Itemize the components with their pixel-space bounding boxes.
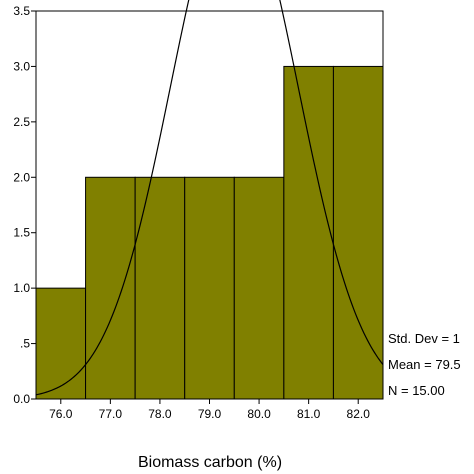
histogram-bar bbox=[35, 287, 87, 400]
histogram-bar bbox=[233, 176, 285, 400]
x-axis-title: Biomass carbon (%) bbox=[138, 454, 282, 471]
y-tick-label: 2.0 bbox=[13, 170, 30, 184]
histogram-bar bbox=[85, 176, 136, 400]
x-tick-label: 81.0 bbox=[297, 407, 321, 421]
x-tick-label: 80.0 bbox=[247, 407, 271, 421]
x-tick-label: 82.0 bbox=[347, 407, 371, 421]
stats-std-dev: Std. Dev = 1 bbox=[388, 331, 460, 346]
y-tick-label: 1.0 bbox=[13, 281, 30, 295]
stats-mean: Mean = 79.5 bbox=[388, 357, 461, 372]
histogram-bar bbox=[283, 65, 334, 400]
y-tick-label: 2.5 bbox=[13, 115, 30, 129]
y-tick-label: 3.0 bbox=[13, 59, 30, 73]
histogram-bar bbox=[332, 65, 384, 400]
y-tick-label: 0.0 bbox=[13, 392, 30, 406]
x-tick-label: 77.0 bbox=[99, 407, 123, 421]
x-tick-label: 76.0 bbox=[49, 407, 73, 421]
normal-curve bbox=[35, 0, 384, 396]
bars-layer bbox=[35, 65, 384, 400]
x-tick-label: 78.0 bbox=[148, 407, 172, 421]
histogram-bar bbox=[184, 176, 235, 400]
x-tick-label: 79.0 bbox=[198, 407, 222, 421]
y-axis: 0.0 .5 1.0 1.5 2.0 2.5 3.0 3.5 bbox=[13, 4, 36, 406]
stats-n: N = 15.00 bbox=[388, 383, 445, 398]
y-tick-label: 3.5 bbox=[13, 4, 30, 18]
x-axis: 76.0 77.0 78.0 79.0 80.0 81.0 82.0 bbox=[49, 399, 370, 421]
y-tick-label: 1.5 bbox=[13, 226, 30, 240]
histogram-bar bbox=[134, 176, 186, 400]
y-tick-label: .5 bbox=[20, 337, 30, 351]
